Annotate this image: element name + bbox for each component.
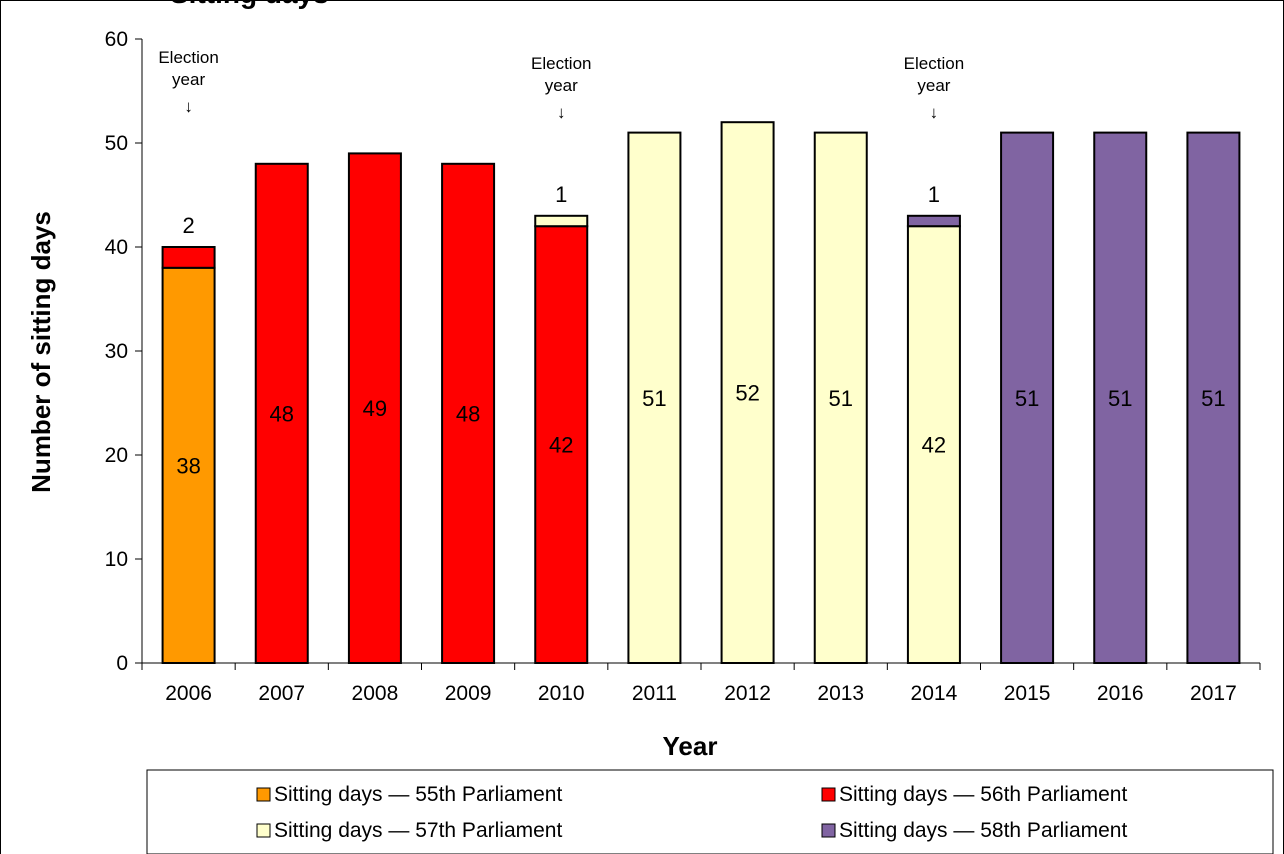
data-label: 51 (1015, 386, 1039, 411)
legend-swatch (821, 823, 836, 838)
bar-segment (906, 214, 961, 228)
annotation-line1: Election (158, 48, 218, 67)
bar-segment (534, 214, 589, 228)
x-tick-label: 2009 (445, 682, 492, 705)
annotation-line1: Election (904, 54, 964, 73)
chart-title: Sitting days (170, 0, 329, 9)
data-label: 49 (363, 396, 387, 421)
x-tick-label: 2010 (538, 682, 585, 705)
bar-segment (254, 162, 309, 665)
annotation-line2: year (917, 76, 950, 95)
bar-segment (1186, 131, 1241, 665)
data-label: 48 (270, 401, 294, 426)
data-label: 48 (456, 401, 480, 426)
x-tick-label: 2006 (165, 682, 212, 705)
legend-label: Sitting days — 57th Parliament (274, 819, 562, 842)
annotation-line2: year (172, 70, 205, 89)
y-axis-title: Number of sitting days (26, 211, 56, 493)
y-tick-label: 60 (105, 28, 128, 51)
data-label: 52 (735, 381, 759, 406)
legend-swatch (256, 787, 271, 802)
data-label: 51 (642, 386, 666, 411)
bar-segment (441, 162, 496, 665)
x-tick-label: 2011 (632, 682, 677, 705)
bar-segment (627, 131, 682, 665)
bar-segment (161, 246, 216, 269)
annotation-arrow: ↓ (930, 103, 939, 122)
data-label: 38 (176, 453, 200, 478)
y-axis: 0 10 20 30 40 50 60 (105, 28, 143, 675)
bar-segment (813, 131, 868, 665)
data-label: 1 (555, 182, 567, 207)
legend: Sitting days — 55th Parliament Sitting da… (146, 769, 1274, 854)
bar-segment (720, 121, 775, 664)
x-axis-title: Year (663, 731, 718, 761)
x-tick-label: 2013 (817, 682, 864, 705)
legend-label: Sitting days — 58th Parliament (839, 819, 1127, 842)
annotation-arrow: ↓ (557, 103, 566, 122)
y-tick-label: 30 (105, 340, 128, 363)
bars (161, 121, 1241, 665)
data-label: 51 (829, 386, 853, 411)
annotation-line2: year (545, 76, 578, 95)
data-label: 42 (922, 433, 946, 458)
legend-label: Sitting days — 56th Parliament (839, 783, 1127, 806)
annotation-line1: Election (531, 54, 591, 73)
annotation-arrow: ↓ (184, 97, 193, 116)
x-tick-label: 2014 (911, 682, 958, 705)
y-tick-label: 50 (105, 132, 128, 155)
y-tick-label: 0 (116, 652, 128, 675)
bar-segment (161, 266, 216, 664)
bar-segment (347, 152, 402, 664)
bar-segment (534, 225, 589, 664)
data-label: 51 (1108, 386, 1132, 411)
data-label: 2 (182, 213, 194, 238)
x-tick-label: 2015 (1004, 682, 1051, 705)
legend-swatch (821, 787, 836, 802)
legend-frame (146, 769, 1274, 854)
x-axis: 2006 2007 2008 2009 2010 2011 2012 2013 2014 2015… (141, 662, 1261, 705)
y-tick-label: 10 (105, 548, 128, 571)
x-tick-label: 2017 (1190, 682, 1237, 705)
y-tick-label: 20 (105, 444, 128, 467)
annotations: Election year ↓ Election year ↓ Election year ↓ (158, 48, 964, 122)
data-label: 1 (928, 182, 940, 207)
x-tick-label: 2012 (724, 682, 771, 705)
y-tick-label: 40 (105, 236, 128, 259)
legend-label: Sitting days — 55th Parliament (274, 783, 562, 806)
bar-segment (1000, 131, 1055, 665)
x-tick-label: 2007 (258, 682, 305, 705)
data-labels: 38 2 48 49 48 42 1 51 52 51 42 1 51 51 51 (176, 182, 1225, 479)
x-tick-label: 2016 (1097, 682, 1144, 705)
data-label: 42 (549, 433, 573, 458)
legend-swatch (256, 823, 271, 838)
data-label: 51 (1201, 386, 1225, 411)
bar-segment (1093, 131, 1148, 665)
x-tick-label: 2008 (352, 682, 399, 705)
